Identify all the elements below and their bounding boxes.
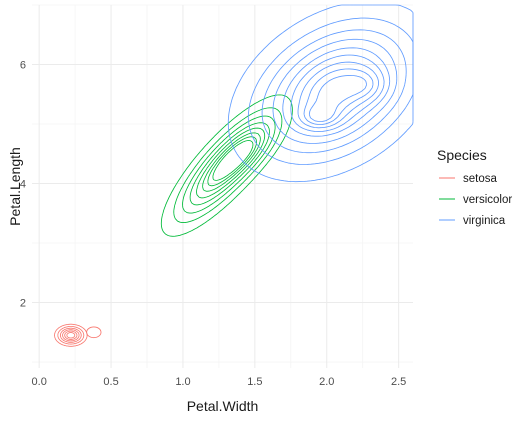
- contour-line-virginica: [272, 38, 398, 144]
- legend-title: Species: [437, 147, 487, 163]
- contour-line-setosa: [86, 326, 102, 339]
- contour-line-virginica: [303, 68, 374, 125]
- contour-line-virginica: [261, 29, 407, 154]
- y-axis-title: Petal.Length: [7, 147, 23, 226]
- x-tick-label: 0.5: [103, 376, 118, 388]
- x-tick-label: 0.0: [32, 376, 47, 388]
- contour-line-setosa: [59, 327, 82, 343]
- y-tick-label: 2: [20, 298, 26, 310]
- contour-line-versicolor: [202, 132, 261, 192]
- x-tick-label: 2.0: [319, 376, 334, 388]
- contour-line-versicolor: [189, 122, 270, 206]
- contour-line-virginica: [247, 17, 414, 165]
- contour-series: [54, 4, 414, 347]
- contour-line-setosa: [64, 330, 78, 340]
- y-axis-ticks: 2 4 6: [20, 60, 26, 310]
- contour-line-virginica: [282, 47, 391, 137]
- contour-line-setosa: [62, 329, 80, 342]
- legend-label: setosa: [463, 173, 497, 185]
- contour-line-versicolor: [207, 136, 258, 187]
- x-tick-label: 1.0: [175, 376, 190, 388]
- contour-line-setosa: [54, 323, 88, 347]
- contour-line-versicolor: [182, 115, 276, 214]
- y-tick-label: 4: [20, 179, 26, 191]
- legend-items: setosa versicolor virginica: [439, 173, 512, 227]
- series-setosa: [54, 323, 102, 347]
- contour-line-setosa: [66, 332, 76, 339]
- y-tick-label: 6: [20, 60, 26, 72]
- axes: 0.0 0.5 1.0 1.5 2.0 2.5 2 4 6 Petal.Width Petal…: [7, 60, 406, 414]
- contour-line-virginica: [290, 54, 385, 133]
- legend-item-virginica: virginica: [439, 215, 506, 227]
- legend-label: versicolor: [463, 194, 512, 206]
- grid: [32, 4, 413, 368]
- series-virginica: [227, 4, 414, 183]
- series-versicolor: [160, 94, 293, 237]
- x-tick-label: 1.5: [247, 376, 262, 388]
- legend: Species setosa versicolor virginica: [437, 147, 512, 227]
- x-axis-title: Petal.Width: [187, 398, 259, 414]
- legend-item-versicolor: versicolor: [439, 194, 512, 206]
- contour-line-versicolor: [212, 140, 254, 181]
- legend-label: virginica: [463, 215, 506, 227]
- x-tick-label: 2.5: [391, 376, 406, 388]
- contour-line-versicolor: [160, 94, 293, 237]
- x-axis-ticks: 0.0 0.5 1.0 1.5 2.0 2.5: [32, 376, 407, 388]
- contour-line-setosa: [57, 326, 85, 345]
- contour-line-virginica: [308, 74, 368, 122]
- contour-line-virginica: [297, 61, 379, 129]
- legend-item-setosa: setosa: [439, 173, 497, 185]
